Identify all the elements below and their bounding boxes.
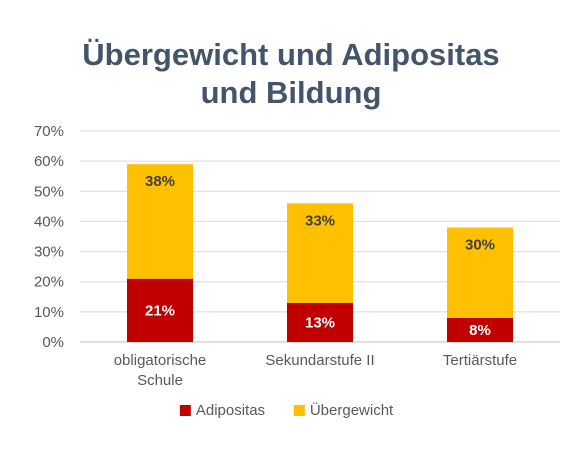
data-label: 30% — [465, 236, 495, 253]
data-label: 21% — [145, 302, 175, 319]
bar-uebergewicht — [447, 227, 513, 318]
y-tick-label: 70% — [34, 123, 64, 140]
legend-swatch — [293, 405, 305, 416]
legend-label: Adipositas — [196, 402, 265, 419]
bar-uebergewicht — [127, 164, 193, 279]
legend-label: Übergewicht — [310, 401, 394, 419]
data-label: 38% — [145, 173, 175, 190]
y-tick-label: 20% — [34, 274, 64, 291]
chart-title: Übergewicht und Adipositas und Bildung — [0, 36, 582, 112]
y-tick-label: 50% — [34, 183, 64, 200]
bar-adipositas — [127, 278, 193, 342]
bar-adipositas — [447, 317, 513, 342]
legend-swatch — [179, 405, 191, 416]
data-label: 33% — [305, 212, 335, 229]
data-label: 8% — [469, 322, 491, 339]
bar-adipositas — [287, 302, 353, 342]
category-label: Schule — [137, 372, 183, 389]
bar-uebergewicht — [287, 203, 353, 303]
y-tick-label: 60% — [34, 153, 64, 170]
chart-title-line-1: Übergewicht und Adipositas — [82, 37, 500, 72]
y-tick-label: 30% — [34, 244, 64, 261]
chart-title-line-2: und Bildung — [200, 75, 382, 110]
data-label: 13% — [305, 314, 335, 331]
category-label: obligatorische — [114, 352, 207, 369]
category-label: Tertiärstufe — [443, 352, 517, 369]
y-tick-label: 40% — [34, 213, 64, 230]
y-tick-label: 0% — [42, 334, 64, 351]
y-tick-label: 10% — [34, 304, 64, 321]
category-label: Sekundarstufe II — [265, 352, 374, 369]
